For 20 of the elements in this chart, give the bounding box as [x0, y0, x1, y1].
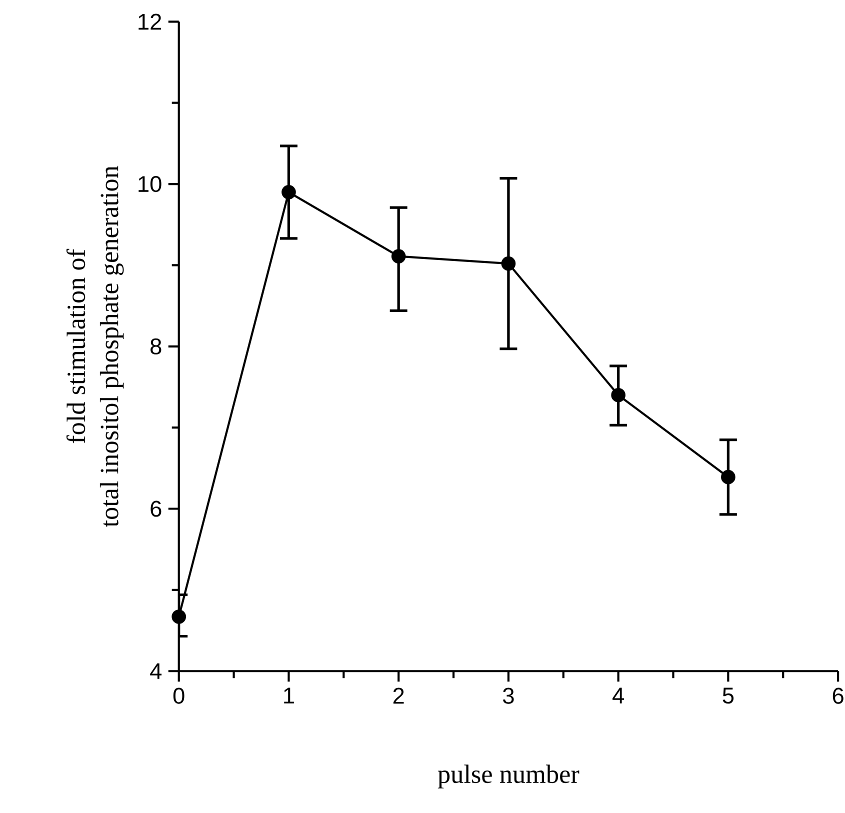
y-tick-label: 6 — [150, 500, 162, 517]
y-tick-label: 8 — [150, 338, 162, 354]
x-tick-label: 3 — [503, 688, 514, 704]
y-tick-label: 12 — [138, 14, 162, 30]
y-axis-title: fold stimulation of total inositol phosphate generation — [66, 166, 124, 527]
y-tick-label: 4 — [150, 663, 162, 679]
point — [721, 470, 736, 484]
x-tick-label: 2 — [393, 688, 404, 704]
x-tick-label: 1 — [284, 688, 294, 704]
x-tick-label: 5 — [722, 688, 734, 704]
x-tick-label: 6 — [832, 688, 844, 704]
x-axis-title: pulse number — [438, 764, 580, 788]
x-tick-label: 0 — [173, 688, 184, 704]
point — [391, 248, 406, 264]
point — [611, 388, 626, 402]
y-tick-label: 10 — [138, 176, 162, 192]
point — [501, 256, 516, 271]
point — [172, 609, 186, 624]
x-tick-label: 4 — [612, 688, 624, 704]
point — [282, 184, 296, 200]
